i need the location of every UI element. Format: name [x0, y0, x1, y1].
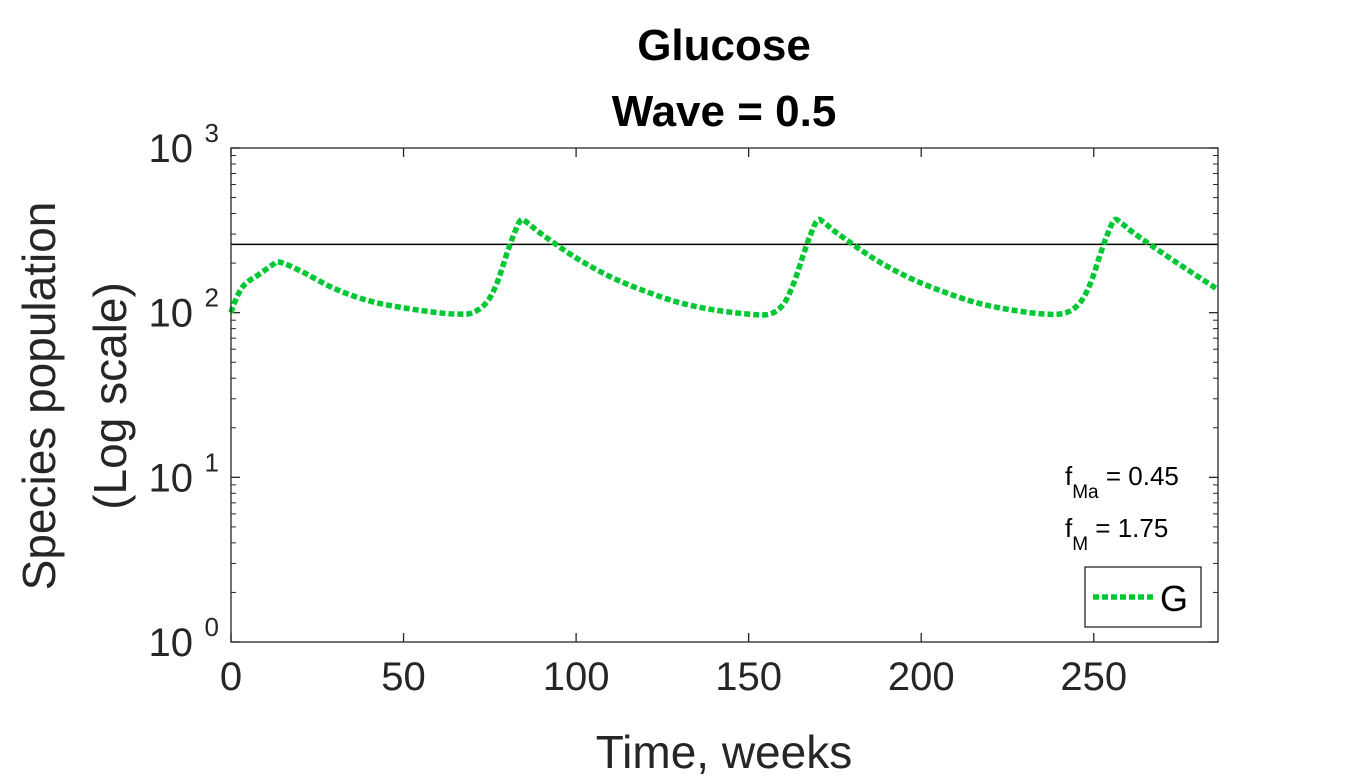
x-tick-label: 50: [381, 655, 426, 699]
svg-text:fMa = 0.45: fMa = 0.45: [1065, 461, 1179, 503]
y-tick-label-exponent: 3: [205, 118, 219, 148]
series-line: [228, 216, 1220, 318]
y-axis-label-line-2: (Log scale): [84, 282, 136, 510]
y-tick-label-exponent: 0: [205, 612, 219, 642]
y-tick-label-exponent: 2: [205, 283, 219, 313]
y-tick-label-exponent: 1: [205, 447, 219, 477]
legend: G: [1084, 566, 1202, 628]
plot-area-border: [230, 147, 1219, 643]
annotation-fma: fMa = 0.45: [1065, 461, 1179, 503]
annotation-fm-value: = 1.75: [1088, 513, 1168, 543]
y-tick-label: 10: [149, 127, 194, 171]
chart-title-line-1: Glucose: [637, 21, 811, 70]
x-tick-label: 250: [1060, 655, 1127, 699]
x-tick-label: 0: [220, 655, 242, 699]
y-axis-label: Species population (Log scale): [13, 202, 136, 591]
y-ticks: 10 0 10 1 10 2 10 3: [149, 118, 1218, 665]
chart-title-line-2: Wave = 0.5: [612, 87, 837, 136]
annotation-fma-symbol: f: [1065, 461, 1073, 491]
x-ticks: 0 50 100 150 200 250: [220, 148, 1127, 699]
svg-text:fM = 1.75: fM = 1.75: [1065, 513, 1168, 555]
y-tick-label: 10: [149, 456, 194, 500]
minor-ticks: [231, 155, 1218, 593]
x-tick-label: 100: [543, 655, 610, 699]
x-tick-label: 200: [888, 655, 955, 699]
annotation-fm: fM = 1.75: [1065, 513, 1168, 555]
x-axis-label: Time, weeks: [596, 726, 852, 778]
annotation-fma-subscript: Ma: [1072, 482, 1099, 503]
y-tick-label: 10: [149, 292, 194, 336]
annotation-fm-subscript: M: [1072, 534, 1088, 555]
x-tick-label: 150: [715, 655, 782, 699]
legend-entry-g: G: [1160, 578, 1188, 619]
y-tick-label: 10: [149, 621, 194, 665]
annotation-fma-value: = 0.45: [1099, 461, 1179, 491]
annotation-fm-symbol: f: [1065, 513, 1073, 543]
y-axis-label-line-1: Species population: [13, 202, 65, 591]
